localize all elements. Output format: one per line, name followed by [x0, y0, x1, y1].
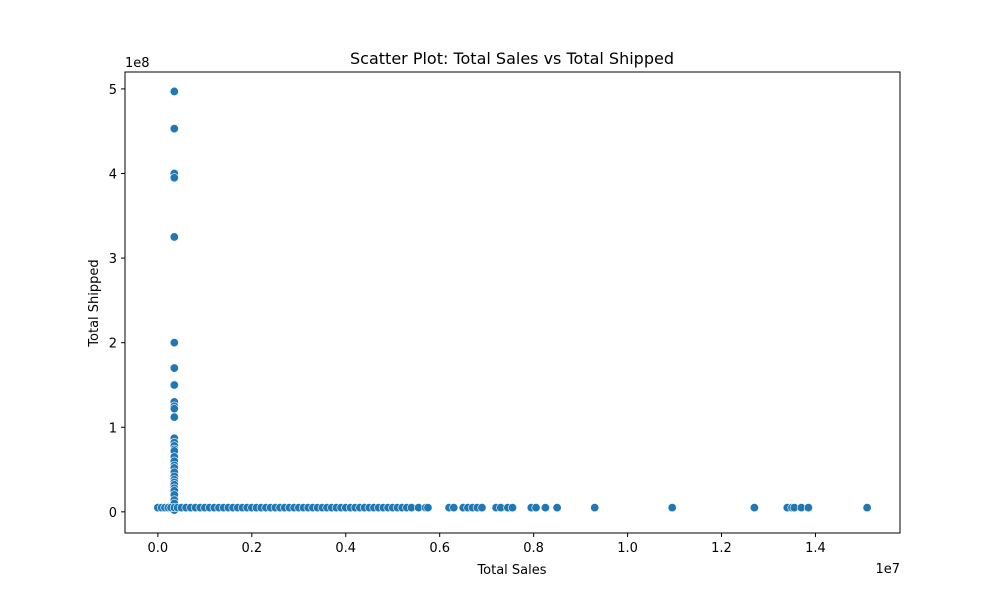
y-tick-label: 4 — [109, 168, 117, 183]
data-point — [169, 232, 179, 242]
x-tick-label: 0.4 — [335, 541, 356, 556]
data-point — [169, 338, 179, 348]
data-point — [590, 503, 600, 513]
data-point — [507, 503, 517, 513]
data-point — [449, 503, 459, 513]
data-point — [169, 86, 179, 96]
plot-area-frame — [124, 71, 901, 534]
data-point — [540, 503, 550, 513]
data-point — [477, 503, 487, 513]
x-tick-label: 0.2 — [241, 541, 262, 556]
data-point — [169, 173, 179, 183]
data-point — [749, 503, 759, 513]
data-point — [169, 380, 179, 390]
x-tick-label: 1.4 — [805, 541, 826, 556]
y-tick-label: 0 — [109, 506, 117, 521]
chart-title: Scatter Plot: Total Sales vs Total Shipp… — [350, 49, 674, 68]
data-point — [862, 503, 872, 513]
y-axis-label: Total Shipped — [87, 259, 102, 347]
y-tick-label: 1 — [109, 421, 117, 436]
y-axis: 0 1 2 3 4 5 — [109, 83, 125, 521]
y-tick-label: 2 — [109, 337, 117, 352]
x-tick-label: 0.8 — [523, 541, 544, 556]
x-tick-label: 1.2 — [711, 541, 732, 556]
data-point — [552, 503, 562, 513]
x-axis-label: Total Sales — [476, 563, 546, 578]
x-axis: 0.0 0.2 0.4 0.6 0.8 1.0 1.2 1.4 — [148, 533, 826, 556]
y-axis-offset-label: 1e8 — [125, 56, 150, 71]
data-point — [169, 404, 179, 414]
y-tick-label: 3 — [109, 252, 117, 267]
data-point — [531, 503, 541, 513]
x-tick-label: 0.0 — [148, 541, 169, 556]
points-layer — [153, 86, 872, 515]
x-tick-label: 1.0 — [617, 541, 638, 556]
x-axis-offset-label: 1e7 — [875, 562, 900, 577]
data-point — [169, 363, 179, 373]
x-tick-label: 0.6 — [429, 541, 450, 556]
data-point — [169, 124, 179, 134]
data-point — [667, 503, 677, 513]
data-point — [423, 503, 433, 513]
data-point — [803, 503, 813, 513]
y-tick-label: 5 — [109, 83, 117, 98]
data-point — [169, 412, 179, 422]
